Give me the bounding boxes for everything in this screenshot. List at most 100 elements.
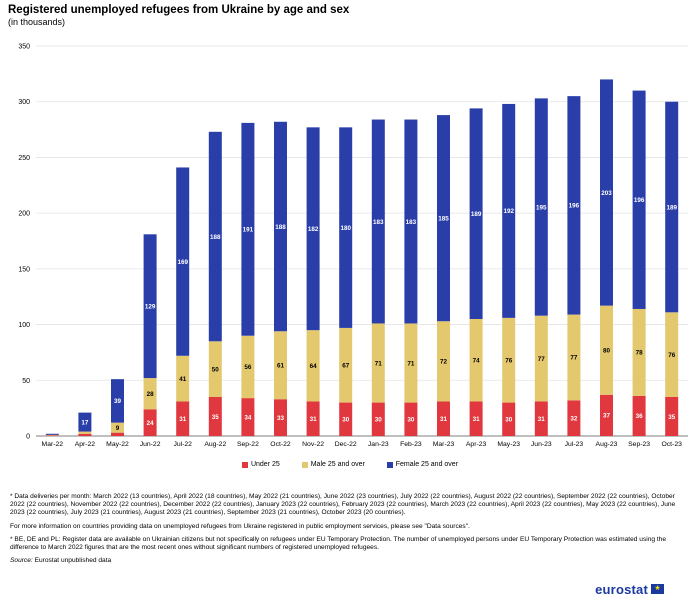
bar-segment [176,401,190,436]
x-tick-label: Jul-22 [173,441,192,448]
bar-segment [143,234,157,379]
data-label: 17 [81,419,89,426]
bar-segment [437,321,450,402]
legend-label-female-25-and-over: Female 25 and over [395,461,459,468]
chart-title: Registered unemployed refugees from Ukra… [8,4,350,16]
bar-segment [78,433,92,436]
bar-segment [469,401,483,436]
bar-segment [143,378,157,410]
bar-segment [600,305,613,395]
data-label: 71 [407,360,415,367]
x-tick-label: Oct-22 [270,441,291,448]
bar-segment [469,108,483,320]
x-tick-label: Nov-22 [302,441,324,448]
data-label: 31 [538,416,546,423]
x-tick-label: Jun-22 [140,441,161,448]
data-label: 67 [342,363,350,370]
bar-segment [241,122,255,336]
x-tick-label: Aug-22 [204,441,226,448]
bar-segment [306,401,320,436]
data-label: 50 [212,366,220,373]
y-tick-label: 350 [18,44,30,51]
data-label: 129 [145,303,156,310]
note-be-de-pl: * BE, DE and PL: Register data are avail… [10,535,667,552]
bar-segment [111,432,124,436]
bar-segment [208,131,222,342]
y-tick-label: 0 [26,434,30,441]
data-label: 72 [440,359,448,366]
data-label: 9 [116,425,120,432]
bar-segment [78,431,92,434]
y-tick-label: 50 [22,378,30,385]
data-label: 31 [310,416,318,423]
x-tick-label: Apr-22 [75,441,96,448]
x-tick-label: Mar-23 [433,441,455,448]
bar-segment [274,121,287,332]
bar-segment [404,119,418,324]
data-label: 169 [177,259,188,266]
bar-segment [469,319,483,402]
data-label: 24 [147,420,155,427]
bar-segment [502,317,516,403]
bar-segment [143,409,157,436]
data-label: 39 [114,398,122,405]
data-label: 56 [244,364,252,371]
data-label: 34 [244,414,252,421]
bar-segment [176,355,190,402]
x-tick-label: Mar-22 [42,441,64,448]
bar-segment [274,331,287,400]
legend-item-under-25: Under 25 [241,461,280,468]
bar-segment [339,127,353,328]
data-label: 185 [438,215,449,222]
bar-segment [208,397,222,436]
data-label: 192 [503,208,514,215]
data-label: 74 [473,358,481,365]
x-tick-label: Sep-23 [628,441,650,448]
bar-segment [339,327,353,403]
data-label: 191 [243,227,254,234]
data-label: 80 [603,348,611,355]
bar-segment [665,312,679,397]
legend-swatch-female-25-and-over [386,461,393,468]
data-label: 30 [505,417,513,424]
x-tick-label: Apr-23 [466,441,487,448]
x-tick-label: Jul-23 [565,441,584,448]
bar-segment [111,379,124,423]
bar-segment [437,115,450,322]
bar-segment [567,400,581,436]
bar-segment [404,402,418,436]
eu-flag-icon: ★ [651,584,664,594]
data-label: 71 [375,360,383,367]
bar-segment [306,330,320,402]
data-label: 36 [636,413,644,420]
x-tick-label: May-23 [497,441,520,448]
data-label: 30 [375,417,383,424]
y-tick-label: 250 [18,155,30,162]
bar-segment [176,167,190,356]
bar-segment [339,402,353,436]
bar-segment [45,435,59,436]
data-label: 189 [471,211,482,218]
y-tick-label: 300 [18,99,30,106]
bar-segment [600,394,613,436]
legend-swatch-under-25 [241,461,248,468]
bar-segment [534,401,548,436]
bar-segment [632,395,646,436]
bar-segment [502,103,516,318]
bar-segment [45,434,59,436]
bar-segment [45,433,59,435]
source-text: Eurostat unpublished data [34,557,112,565]
bar-segment [437,401,450,436]
x-tick-label: Aug-23 [596,441,618,448]
data-label: 32 [570,415,578,422]
bar-segment [78,412,92,432]
data-label: 188 [275,224,286,231]
note-data-deliveries: * Data deliveries per month: March 2022 … [10,493,676,517]
bar-segment [502,402,516,436]
data-label: 30 [342,417,350,424]
data-label: 31 [179,416,187,423]
bar-segment [632,90,646,309]
data-label: 31 [440,416,448,423]
bar-segment [241,335,255,399]
bar-segment [665,101,679,313]
